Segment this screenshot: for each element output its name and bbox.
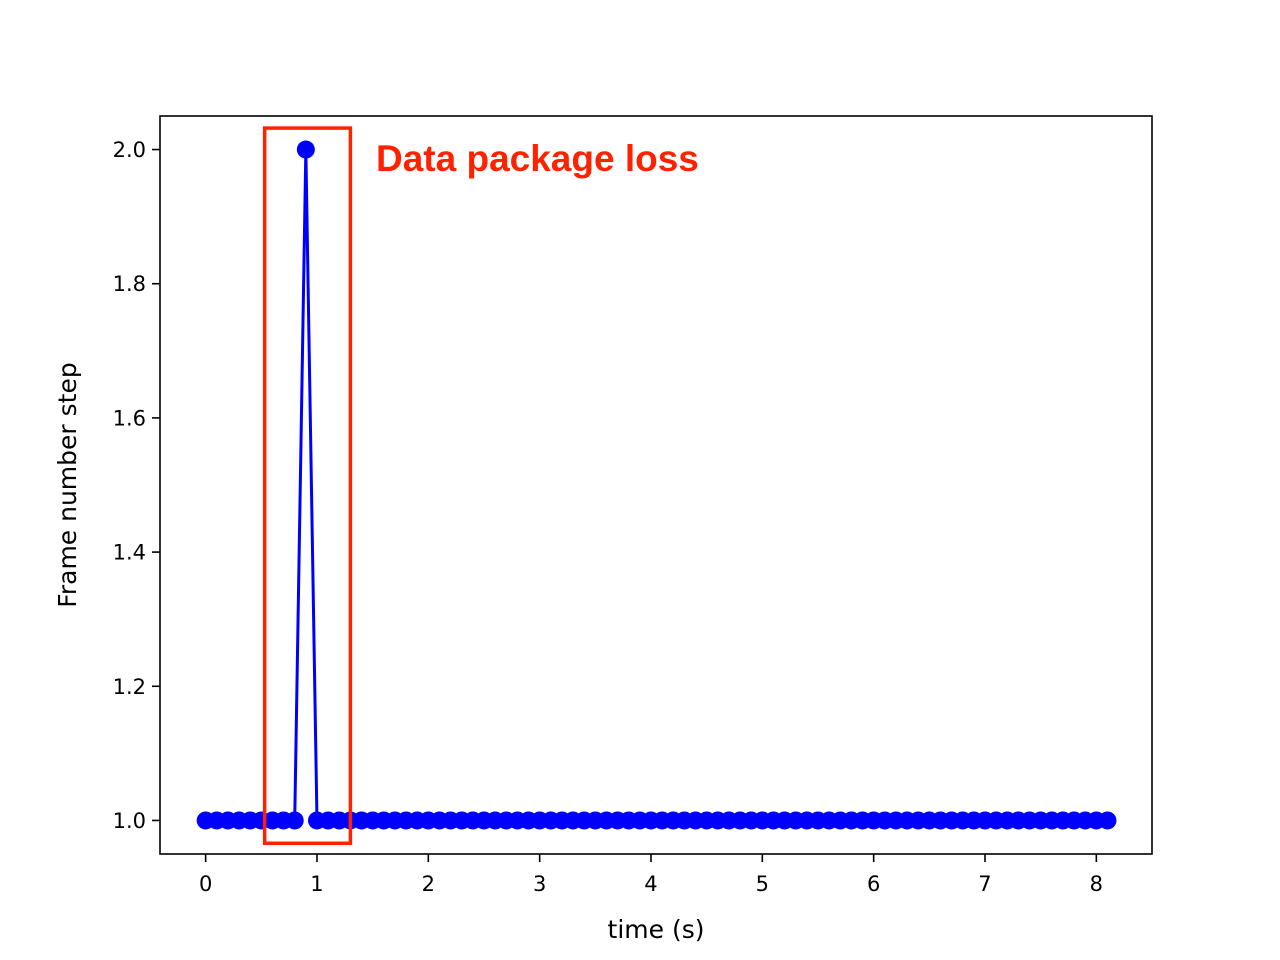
annotation-box — [262, 126, 353, 846]
y-axis-label: Frame number step — [53, 362, 82, 607]
axes-frame — [159, 115, 1153, 855]
x-tick-label: 4 — [644, 872, 657, 896]
data-point — [1098, 811, 1117, 830]
x-tick-label: 0 — [199, 872, 212, 896]
y-tick-label: 1.8 — [113, 272, 146, 296]
x-axis-ticks: 0 1 2 3 4 5 6 7 8 — [199, 854, 1103, 896]
series-line — [205, 148, 1108, 822]
series-layer — [196, 140, 1117, 830]
data-point — [285, 811, 304, 830]
y-tick-label: 1.0 — [113, 809, 146, 833]
annotation-layer: Data package loss — [262, 126, 699, 846]
y-tick-label: 1.6 — [113, 406, 146, 430]
data-point — [296, 140, 315, 159]
axes-layer — [159, 115, 1153, 855]
annotation-label: Data package loss — [376, 138, 699, 179]
x-tick-label: 6 — [867, 872, 880, 896]
x-tick-label: 5 — [756, 872, 769, 896]
x-tick-label: 8 — [1090, 872, 1103, 896]
x-tick-label: 2 — [422, 872, 435, 896]
y-tick-label: 1.2 — [113, 675, 146, 699]
x-tick-label: 3 — [533, 872, 546, 896]
x-axis-label: time (s) — [608, 915, 705, 944]
y-tick-label: 2.0 — [113, 138, 146, 162]
x-tick-label: 1 — [310, 872, 323, 896]
y-tick-label: 1.4 — [113, 541, 146, 565]
x-tick-label: 7 — [978, 872, 991, 896]
y-axis-ticks: 1.0 1.2 1.4 1.6 1.8 2.0 — [113, 138, 160, 833]
